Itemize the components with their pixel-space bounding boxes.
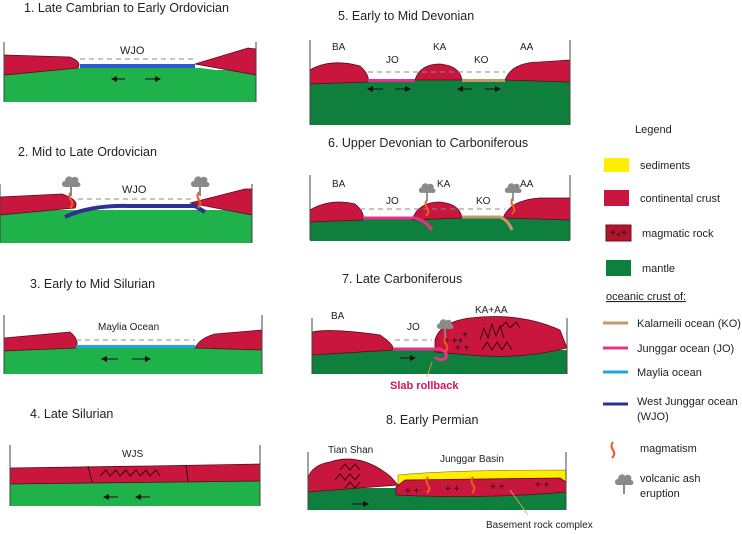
legend-label: sediments xyxy=(640,160,691,172)
legend-label: magmatism xyxy=(640,443,697,455)
panel-1: 1. Late Cambrian to Early Ordovician WJO xyxy=(3,1,257,102)
ko-oceanic-crust xyxy=(462,79,505,82)
ocean-label: KO xyxy=(476,196,491,207)
volcanic-ash-icon xyxy=(62,176,81,196)
panel-title: 6. Upper Devonian to Carboniferous xyxy=(328,136,528,150)
volcanic-ash-icon xyxy=(191,176,210,196)
panel-4: 4. Late Silurian WJS xyxy=(9,407,261,506)
legend-label: (WJO) xyxy=(637,411,669,423)
legend-label: Maylia ocean xyxy=(637,367,702,379)
legend-label: magmatic rock xyxy=(642,228,714,240)
oceanic-heading: oceanic crust of: xyxy=(606,291,686,303)
ocean-label: JO xyxy=(386,196,399,207)
svg-text:+₊+: +₊+ xyxy=(610,228,627,239)
panel-title: 5. Early to Mid Devonian xyxy=(338,9,474,23)
continental-crust xyxy=(309,201,364,223)
magmatism-icon xyxy=(196,191,202,209)
magmatism-icon xyxy=(610,441,616,459)
maylia-oceanic-crust xyxy=(76,345,195,348)
mantle xyxy=(4,70,256,102)
legend-title: Legend xyxy=(635,124,672,136)
legend-label: Junggar ocean (JO) xyxy=(637,343,734,355)
continental-crust xyxy=(434,316,568,357)
svg-text:+ +: + + xyxy=(455,343,470,354)
block-label: AA xyxy=(520,179,534,190)
continental-crust xyxy=(502,197,571,221)
continental-crust xyxy=(9,463,261,485)
svg-text:+: + xyxy=(462,330,468,341)
legend: Legend sediments continental crust +₊+ m… xyxy=(603,124,741,500)
continental-crust xyxy=(194,329,263,351)
wjo-oceanic-crust xyxy=(80,64,195,68)
continental-crust xyxy=(411,201,463,221)
suture-label: WJS xyxy=(122,449,143,460)
block-label: Tian Shan xyxy=(328,445,373,456)
magmatic-rock-swatch xyxy=(605,224,632,242)
ocean-label: Maylia Ocean xyxy=(98,322,159,333)
panel-title: 4. Late Silurian xyxy=(30,407,113,421)
panel-title: 7. Late Carboniferous xyxy=(342,272,462,286)
svg-text:+ ++: + ++ xyxy=(443,336,463,347)
legend-label: West Junggar ocean xyxy=(637,396,738,408)
block-label: KA+AA xyxy=(475,305,508,316)
ocean-label: JO xyxy=(407,322,420,333)
panel-2: 2. Mid to Late Ordovician WJO xyxy=(0,145,253,243)
continental-crust xyxy=(3,54,80,76)
panel-5: 5. Early to Mid Devonian BA JO KA KO AA xyxy=(309,9,571,125)
legend-label: continental crust xyxy=(640,193,720,205)
block-label: KA xyxy=(433,42,447,53)
legend-label: eruption xyxy=(640,488,680,500)
panel-3: 3. Early to Mid Silurian Maylia Ocean xyxy=(3,277,263,374)
legend-label: mantle xyxy=(642,263,675,275)
continental-crust xyxy=(309,62,369,85)
panel-title: 3. Early to Mid Silurian xyxy=(30,277,155,291)
basement-rock-label: Basement rock complex xyxy=(486,520,593,531)
panel-6: 6. Upper Devonian to Carboniferous BA JO… xyxy=(309,136,571,241)
slab-rollback-label: Slab rollback xyxy=(390,380,459,392)
mantle-swatch xyxy=(606,260,631,276)
svg-text:+ +: + + xyxy=(535,480,550,491)
volcanic-ash-icon xyxy=(615,474,634,494)
block-label: KA xyxy=(437,179,451,190)
continental-crust xyxy=(3,331,78,352)
ocean-label: KO xyxy=(474,55,489,66)
block-label: BA xyxy=(332,179,346,190)
block-label: AA xyxy=(520,42,534,53)
panel-title: 2. Mid to Late Ordovician xyxy=(18,145,157,159)
ocean-label: WJO xyxy=(122,184,147,196)
jo-oceanic-crust xyxy=(368,79,415,82)
wjo-oceanic-crust xyxy=(64,203,207,219)
jo-oceanic-crust xyxy=(393,347,448,362)
continental-crust xyxy=(0,193,77,216)
jo-oceanic-crust xyxy=(363,216,434,231)
ocean-label: WJO xyxy=(120,45,145,57)
continental-crust xyxy=(414,63,463,81)
continental-crust xyxy=(504,59,571,83)
basin-label: Junggar Basin xyxy=(440,454,504,465)
magmatism-icon xyxy=(68,191,74,209)
svg-text:+ +: + + xyxy=(490,482,505,493)
ocean-label: JO xyxy=(386,55,399,66)
continental-crust xyxy=(307,458,399,493)
ko-oceanic-crust xyxy=(462,215,514,231)
svg-text:+ +: + + xyxy=(445,484,460,495)
panel-8: 8. Early Permian + + + + + + + + Tian Shan … xyxy=(307,413,593,531)
block-label: BA xyxy=(331,311,345,322)
block-label: BA xyxy=(332,42,346,53)
panel-title: 8. Early Permian xyxy=(386,413,478,427)
panel-title: 1. Late Cambrian to Early Ordovician xyxy=(24,1,229,15)
svg-text:+ +: + + xyxy=(405,486,420,497)
legend-label: volcanic ash xyxy=(640,473,701,485)
panel-7: 7. Late Carboniferous + +++ ++ BA JO KA+… xyxy=(311,272,568,392)
sediments-swatch xyxy=(604,158,629,172)
legend-label: Kalameili ocean (KO) xyxy=(637,318,741,330)
continental-crust-swatch xyxy=(604,190,629,206)
